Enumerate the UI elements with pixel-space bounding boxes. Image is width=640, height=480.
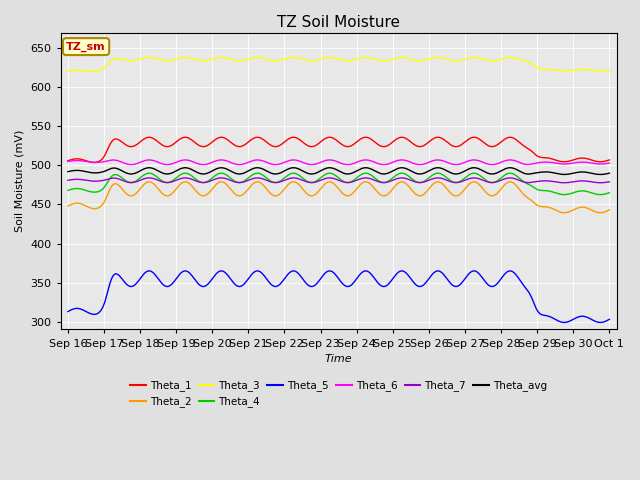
Line: Theta_avg: Theta_avg (68, 168, 609, 174)
Theta_4 (557, 192, 564, 197)
Line: Theta_5: Theta_5 (68, 271, 609, 323)
Theta_5 (463, 273, 471, 279)
Theta_3 (464, 56, 472, 61)
Theta_4 (463, 173, 471, 179)
Theta_5 (596, 320, 604, 325)
Theta_5 (64, 309, 72, 314)
Text: TZ_sm: TZ_sm (67, 41, 106, 52)
Theta_6 (605, 160, 613, 166)
Theta_6 (396, 157, 403, 163)
Theta_avg (234, 171, 241, 177)
Theta_2 (145, 179, 153, 185)
Theta_2 (596, 210, 604, 216)
Theta_4 (605, 190, 613, 196)
Theta_4 (294, 171, 301, 177)
Theta_2 (368, 183, 376, 189)
Theta_2 (234, 192, 241, 198)
Theta_7 (64, 178, 72, 183)
Theta_5 (557, 319, 564, 325)
Theta_3 (396, 55, 403, 60)
Theta_3 (558, 68, 566, 73)
Line: Theta_3: Theta_3 (68, 58, 609, 72)
Theta_4 (394, 171, 402, 177)
Theta_4 (64, 188, 72, 193)
Theta_4 (145, 170, 153, 176)
Theta_1 (464, 137, 472, 143)
Theta_7 (394, 176, 402, 181)
Theta_4 (368, 173, 376, 179)
Theta_6 (464, 158, 472, 164)
Theta_avg (368, 167, 376, 172)
Line: Theta_1: Theta_1 (68, 137, 609, 162)
Theta_avg (605, 170, 613, 176)
Theta_avg (596, 171, 604, 177)
Theta_avg (394, 166, 402, 171)
Theta_6 (145, 157, 153, 163)
Theta_1 (90, 159, 98, 165)
Theta_6 (294, 158, 302, 164)
Theta_7 (368, 176, 376, 182)
Theta_6 (235, 162, 243, 168)
Theta_7 (596, 180, 604, 186)
Theta_3 (90, 69, 98, 74)
Theta_1 (396, 135, 403, 141)
Legend: Theta_1, Theta_2, Theta_3, Theta_4, Theta_5, Theta_6, Theta_7, Theta_avg: Theta_1, Theta_2, Theta_3, Theta_4, Thet… (125, 376, 552, 412)
Theta_5 (234, 283, 241, 289)
Theta_4 (596, 192, 604, 197)
Theta_1 (369, 138, 377, 144)
Theta_avg (145, 165, 153, 170)
Theta_7 (294, 176, 301, 181)
Y-axis label: Soil Moisture (mV): Soil Moisture (mV) (15, 130, 25, 232)
Line: Theta_7: Theta_7 (68, 178, 609, 183)
Theta_7 (145, 175, 153, 181)
Line: Theta_4: Theta_4 (68, 173, 609, 194)
Theta_6 (369, 159, 377, 165)
Line: Theta_2: Theta_2 (68, 182, 609, 213)
Title: TZ Soil Moisture: TZ Soil Moisture (277, 15, 400, 30)
Theta_avg (294, 166, 301, 171)
Theta_2 (463, 184, 471, 190)
Theta_5 (605, 316, 613, 322)
Theta_7 (234, 180, 241, 185)
Theta_avg (463, 167, 471, 173)
Theta_avg (64, 169, 72, 175)
Theta_1 (558, 159, 566, 165)
Theta_5 (368, 272, 376, 278)
Theta_2 (294, 180, 301, 186)
X-axis label: Time: Time (325, 354, 353, 364)
Theta_1 (235, 144, 243, 149)
Theta_3 (235, 58, 243, 63)
Theta_2 (557, 209, 564, 215)
Theta_6 (127, 162, 135, 168)
Theta_5 (145, 268, 153, 274)
Line: Theta_6: Theta_6 (68, 160, 609, 165)
Theta_2 (605, 207, 613, 213)
Theta_2 (64, 203, 72, 209)
Theta_3 (369, 56, 377, 61)
Theta_3 (64, 68, 72, 74)
Theta_5 (394, 270, 402, 276)
Theta_avg (557, 171, 564, 177)
Theta_7 (463, 177, 471, 182)
Theta_1 (294, 136, 302, 142)
Theta_6 (558, 161, 566, 167)
Theta_2 (394, 180, 402, 186)
Theta_1 (605, 157, 613, 163)
Theta_3 (605, 67, 613, 73)
Theta_3 (145, 55, 153, 60)
Theta_7 (605, 179, 613, 185)
Theta_1 (64, 158, 72, 164)
Theta_3 (294, 55, 302, 61)
Theta_6 (64, 158, 72, 164)
Theta_7 (557, 180, 564, 185)
Theta_4 (234, 180, 241, 185)
Theta_1 (145, 134, 153, 140)
Theta_5 (294, 270, 301, 276)
